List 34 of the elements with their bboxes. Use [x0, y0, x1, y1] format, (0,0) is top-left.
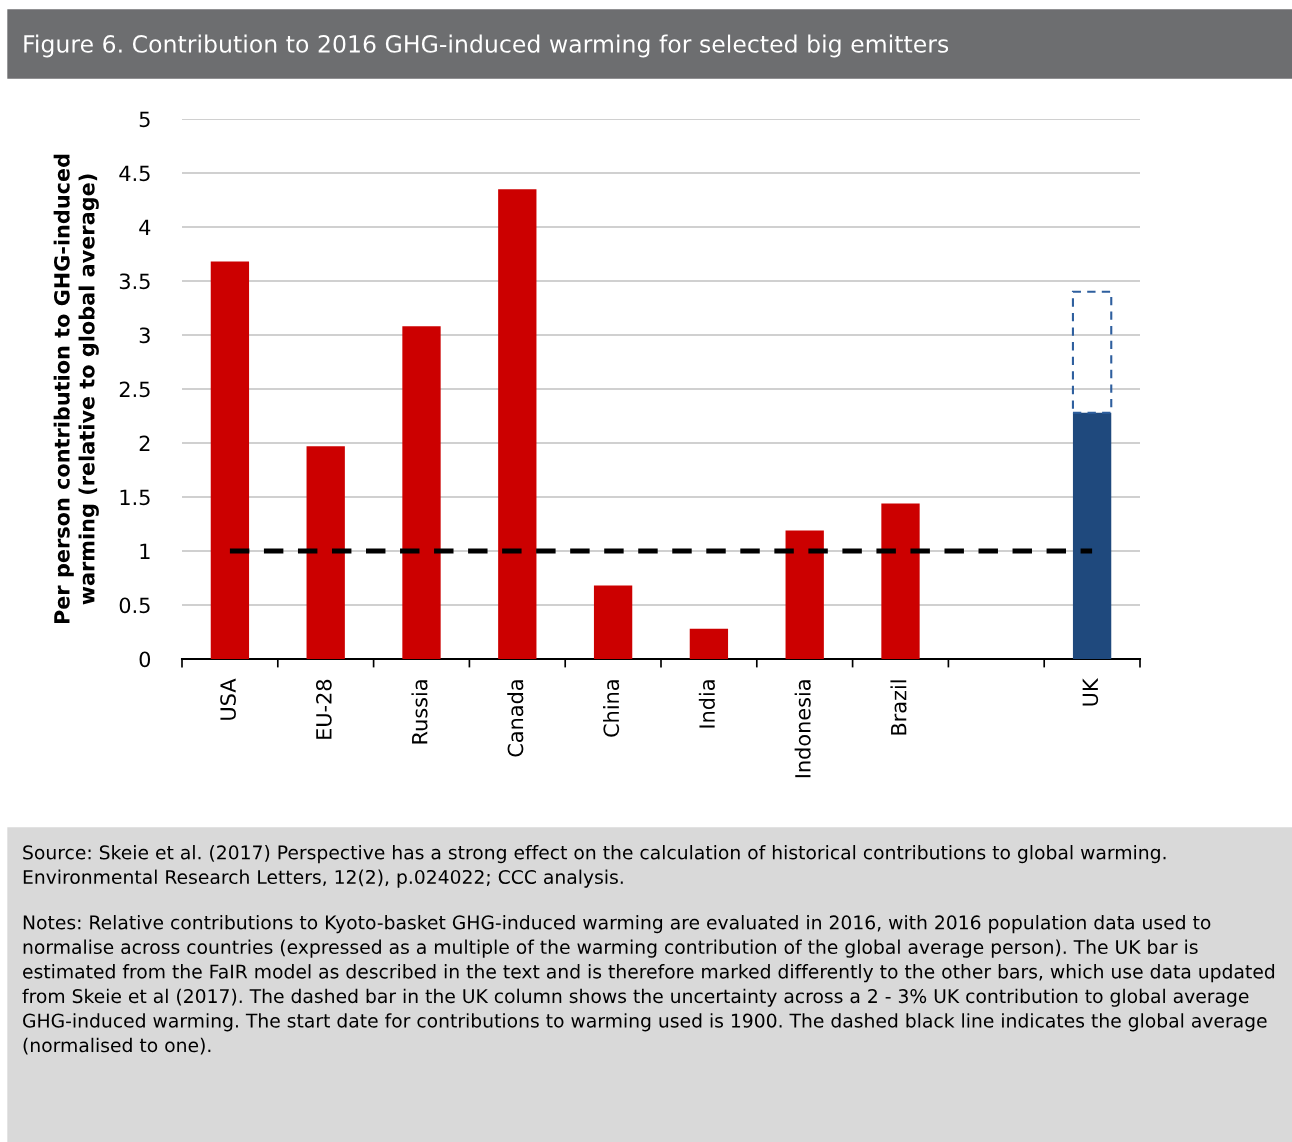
y-tick-label: 1 [140, 543, 150, 559]
y-tick-label: 4.5 [119, 165, 150, 182]
x-tick-label: China [603, 680, 620, 737]
y-tick-label: 2 [139, 435, 150, 451]
x-tick-label: EU-28 [315, 679, 332, 739]
y-tick-label: 3.5 [119, 273, 150, 290]
bar [785, 530, 824, 659]
y-tick-label: 0.5 [119, 597, 150, 614]
source-note: Source: Skeie et al. (2017) Perspective has a strong effect on the calculation of historical contributions to global warming. Environmental Research Letters, 12(2), p.024022; CCC analysis. [23, 845, 1166, 888]
y-axis-title: Per person contribution to GHG-induced warming (relative to global average) [53, 154, 99, 624]
y-tick-label: 1.5 [120, 489, 150, 506]
text: Notes: Relative contributions to Kyoto-basket GHG-induced warming are evaluated in 2016, with 2016 population data used to normalise across countries (expressed as a multiple of the warming contribution of the global average person). The UK bar is estimated from the FaIR model as described in the text and is therefore marked differently to the other bars, which use data updated from Skeie et al (2017). The dashed bar in the UK column shows the uncertainty across a 2 - 3% UK contribution to global average GHG-induced warming. The start date for contributions to warming used is 1900. The dashed black line indicates the global average (normalised to one). [22, 915, 1275, 1055]
y-tick-label: 4 [139, 219, 151, 235]
y-tick-label: 5 [139, 111, 150, 128]
x-tick-label: Indonesia [794, 680, 811, 778]
x-tick-label: Brazil [890, 680, 907, 735]
bar [498, 189, 537, 659]
bar [1071, 290, 1113, 414]
y-tick-label: 2.5 [119, 381, 150, 398]
x-tick-label: UK [1082, 678, 1099, 706]
bar [402, 326, 441, 659]
x-tick-label: USA [220, 678, 236, 720]
bar [593, 585, 633, 659]
bar [1072, 412, 1112, 659]
x-tick-label: India [698, 680, 715, 728]
x-tick-label: Canada [507, 680, 524, 757]
x-tick-label: Russia [411, 680, 428, 744]
y-tick-label: 0 [139, 651, 151, 668]
chart-title: Figure 6. Contribution to 2016 GHG-induced warming for selected big emitters [24, 34, 949, 58]
bar [306, 446, 345, 659]
bar [210, 261, 250, 659]
y-tick-label: 3 [139, 327, 150, 344]
bar [881, 503, 920, 659]
bar [689, 628, 729, 659]
